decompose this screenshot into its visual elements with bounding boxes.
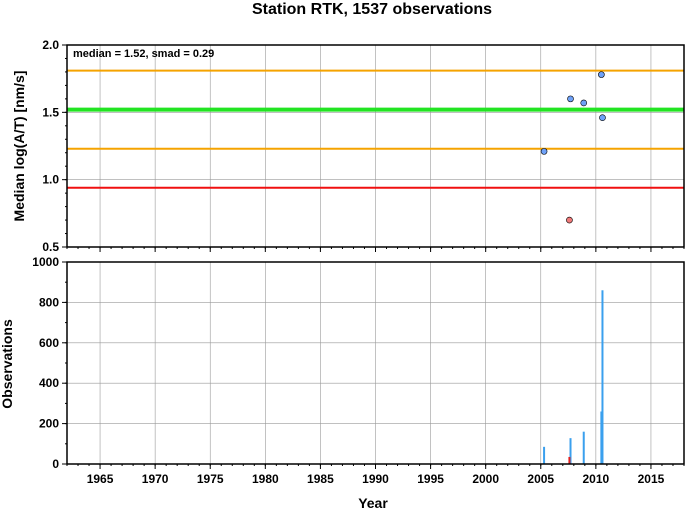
bottom-y-tick-label: 800 (39, 295, 59, 309)
x-tick-label: 1975 (197, 472, 224, 486)
top-y-tick-label: 1.0 (42, 173, 59, 187)
top-panel: 0.51.01.52.0 median = 1.52, smad = 0.29 … (11, 38, 685, 254)
x-tick-label: 1980 (252, 472, 279, 486)
data-point (540, 148, 548, 155)
median-annotation: median = 1.52, smad = 0.29 (73, 48, 214, 60)
data-point (599, 114, 606, 122)
x-tick-label: 1970 (142, 472, 169, 486)
observation-bar (568, 456, 571, 464)
observation-bar (569, 438, 572, 464)
data-point (567, 95, 574, 103)
bottom-panel: 1965 1970 1975 1980 1985 1990 1995 2000 2005 2010… (0, 255, 685, 511)
data-point (580, 99, 588, 107)
bottom-y-tick-label: 1000 (32, 255, 59, 269)
x-tick-label: 2015 (638, 472, 665, 486)
bottom-y-axis-label: Observations (0, 319, 15, 409)
observation-bar (543, 446, 546, 464)
x-tick-label: 2000 (472, 472, 499, 486)
x-axis-label: Year (358, 495, 388, 511)
top-y-tick-label: 0.5 (42, 240, 59, 254)
x-tick-label: 1985 (307, 472, 334, 486)
chart-title: Station RTK, 1537 observations (252, 1, 492, 18)
bottom-y-tick-label: 600 (39, 336, 59, 350)
top-y-tick-label: 2.0 (42, 38, 59, 52)
x-tick-label: 2010 (583, 472, 610, 486)
data-point (566, 216, 573, 224)
top-y-axis-label: Median log(A/T) [nm/s] (11, 71, 27, 222)
observation-bar (600, 411, 603, 464)
x-tick-label: 1990 (362, 472, 389, 486)
x-tick-label: 1995 (417, 472, 444, 486)
x-tick-label: 1965 (87, 472, 114, 486)
x-tick-label: 2005 (527, 472, 554, 486)
top-y-tick-label: 1.5 (42, 105, 59, 119)
bottom-y-tick-label: 0 (52, 457, 59, 471)
bottom-y-tick-label: 200 (39, 417, 59, 431)
data-point (598, 71, 605, 78)
bottom-y-tick-label: 400 (39, 376, 59, 390)
observation-bar (601, 290, 604, 464)
observation-bar (582, 431, 585, 464)
